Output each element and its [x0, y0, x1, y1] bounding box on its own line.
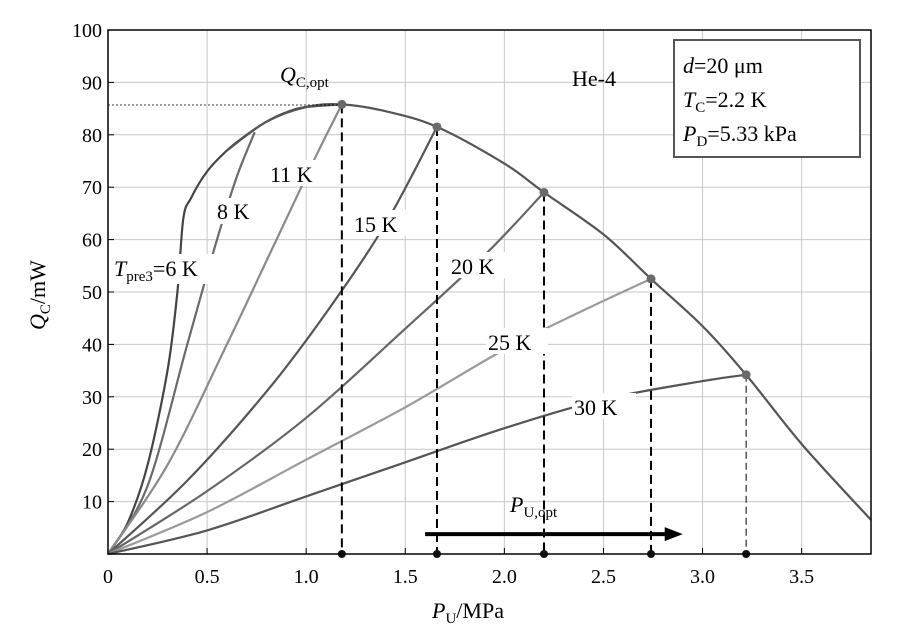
series-label-30k: 30 K: [574, 395, 618, 420]
param-pd: PD=5.33 kPa: [682, 121, 797, 150]
optimum-markers: [337, 99, 751, 558]
optimum-point: [337, 99, 347, 109]
fluid-label: He-4: [572, 66, 616, 91]
series-labels: Tpre3=6 K 8 K 11 K 15 K 20 K 25 K 30 K: [113, 160, 636, 420]
label-bg-6k: [113, 254, 225, 284]
label-bg-30k: [572, 393, 636, 419]
x-tick-label: 3.0: [690, 566, 715, 588]
param-tc: TC=2.2 K: [683, 87, 767, 116]
optimum-point: [646, 274, 656, 284]
series-label-25k: 25 K: [488, 330, 532, 355]
y-tick-label: 50: [82, 282, 102, 304]
y-tick-label: 10: [82, 492, 102, 514]
p-opt-label: PU,opt: [509, 492, 558, 521]
axis-ticks: 0 0.5 1.0 1.5 2.0 2.5 3.0 3.5 10 20 30 40 50 60 70 80 90…: [72, 20, 814, 588]
x-tick-label: 1.5: [393, 566, 418, 588]
y-tick-label: 70: [82, 177, 102, 199]
x-tick-label: 2.0: [492, 566, 517, 588]
y-tick-label: 20: [82, 439, 102, 461]
x-tick-label: 0: [103, 566, 113, 588]
y-tick-label: 40: [82, 334, 102, 356]
drop-lines: [340, 104, 747, 554]
y-tick-label: 80: [82, 125, 102, 147]
optimum-point: [432, 122, 442, 132]
y-tick-label: 100: [72, 20, 102, 42]
y-axis-title: QC/mW: [25, 260, 54, 330]
label-bg-15k: [352, 210, 414, 236]
x-tick-label: 1.0: [294, 566, 319, 588]
x-axis-title: PU/MPa: [431, 598, 504, 627]
p-opt-arrow: [425, 527, 683, 542]
plot-frame: [107, 29, 872, 555]
series-label-8k: 8 K: [217, 199, 250, 224]
q-opt-label: QC,opt: [280, 62, 330, 91]
series-line-11k: [107, 103, 343, 555]
x-tick-label: 0.5: [195, 566, 220, 588]
x-tick-label: 2.5: [591, 566, 616, 588]
label-bg-8k: [215, 198, 259, 224]
series-label-20k: 20 K: [451, 254, 495, 279]
series-label-6k: Tpre3=6 K: [114, 256, 198, 285]
series-label-11k: 11 K: [270, 162, 313, 187]
series-label-15k: 15 K: [354, 212, 398, 237]
label-bg-25k: [486, 328, 548, 354]
series-line-8k: [107, 131, 256, 555]
series-line-25k: [107, 277, 652, 556]
series-line-15k: [107, 126, 438, 555]
label-bg-11k: [268, 160, 325, 186]
y-tick-label: 30: [82, 387, 102, 409]
series-line-20k: [107, 191, 545, 555]
series-line-30k: [107, 373, 747, 556]
y-tick-label: 90: [82, 72, 102, 94]
arrow-head-icon: [664, 527, 683, 542]
y-tick-label: 60: [82, 230, 102, 252]
parameter-box: [673, 39, 861, 158]
label-bg-20k: [449, 252, 509, 278]
x-tick-label: 3.5: [789, 566, 814, 588]
optimum-point: [741, 370, 751, 380]
param-d: d=20 μm: [683, 53, 763, 78]
optimum-point: [539, 187, 549, 197]
